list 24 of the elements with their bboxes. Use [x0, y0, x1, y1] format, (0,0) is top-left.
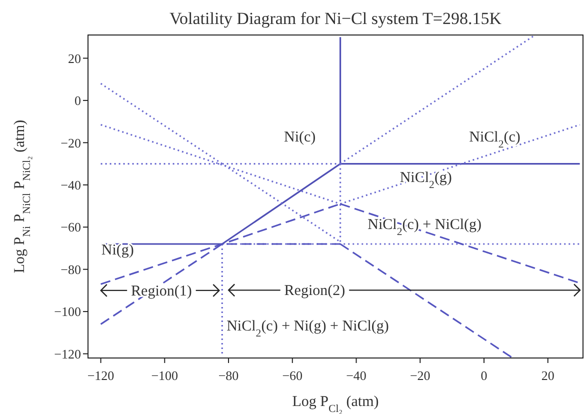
annotation: NiCl$_{2}$(c): [469, 130, 520, 151]
x-tick-label: −80: [218, 368, 239, 384]
x-axis-title: Log P$_{Cl₂}$ (atm): [292, 394, 379, 414]
y-tick-label: −40: [60, 178, 81, 193]
annotation: Region(1): [131, 283, 192, 300]
annotation: NiCl$_{2}$(c) + Ni(g) + NiCl(g): [226, 318, 389, 340]
annotation: Region(2): [284, 283, 346, 300]
y-tick-label: 0: [74, 93, 81, 108]
y-tick-label: −60: [60, 220, 81, 235]
x-tick-label: −20: [410, 368, 430, 384]
y-tick-label: −80: [60, 262, 81, 277]
chart-title: Volatility Diagram for Ni−Cl system T=298.15K: [169, 9, 502, 28]
x-tick-label: −100: [151, 368, 178, 384]
annotation: Ni(c): [284, 130, 316, 146]
y-tick-label: −20: [60, 135, 81, 150]
annotation: Ni(g): [101, 242, 134, 259]
x-tick-label: −60: [282, 368, 303, 384]
x-tick-label: −40: [346, 368, 366, 384]
x-tick-label: 0: [480, 368, 488, 384]
y-tick-label: −100: [54, 304, 81, 320]
y-tick-label: 20: [68, 50, 81, 66]
x-tick-label: 20: [541, 368, 554, 384]
x-tick-label: −120: [87, 368, 114, 384]
y-tick-label: −120: [54, 346, 81, 362]
